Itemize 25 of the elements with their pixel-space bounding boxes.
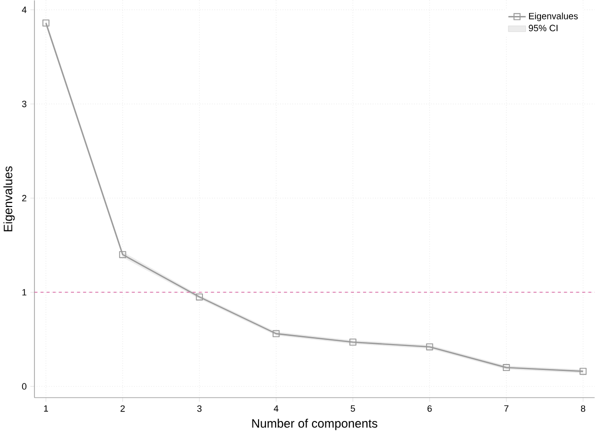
annotation: 95% CI [528,24,558,32]
x-tick-label: 4 [274,405,278,412]
point [580,368,587,375]
y-tick-label: 2 [22,194,26,202]
y-tick-label: 1 [22,288,26,296]
x-tick-label: 6 [428,405,432,412]
y-axis-title: Eigenvalues [3,166,15,231]
x-tick-label: 1 [44,405,48,412]
legend-label: Eigenvalues [529,12,578,21]
x-tick-label: 5 [350,405,356,412]
x-tick-label: 3 [197,405,202,412]
y-tick-label: 0 [22,382,26,390]
point [426,343,434,350]
x-tick-label: 7 [504,405,508,412]
x-tick-label: 2 [120,405,125,412]
x-tick-label: 8 [580,405,586,412]
point [349,338,356,346]
point [119,250,126,258]
point [42,19,50,26]
y-tick-label: 4 [22,6,26,13]
point [502,364,510,371]
x-axis-title: Number of components [252,418,378,430]
point [196,293,203,300]
y-tick-label: 3 [22,100,26,107]
point [272,330,280,337]
